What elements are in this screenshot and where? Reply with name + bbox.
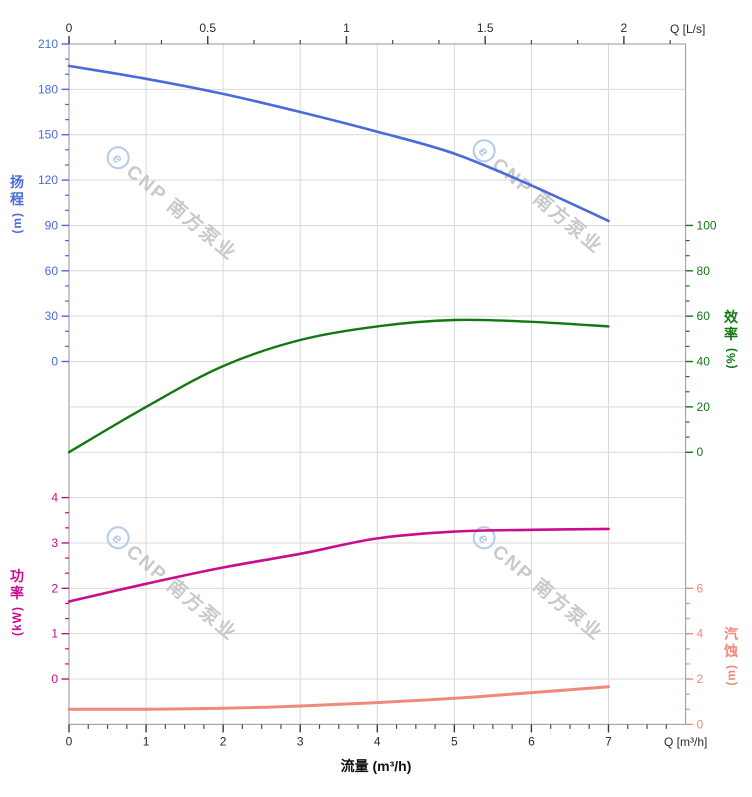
bottom-axis: 0 1 2 3 4 5 6 7	[66, 724, 667, 748]
eff-axis-tick-label: 0	[697, 445, 704, 459]
npsh-curve	[67, 685, 610, 711]
power-axis-unit: (kW)	[10, 605, 24, 636]
head-axis-tick-label: 60	[45, 264, 59, 278]
power-axis-tick-label: 1	[51, 627, 58, 641]
head-axis-tick-label: 120	[38, 173, 58, 187]
npsh-axis: 6 4 2 0	[685, 581, 704, 731]
power-axis-title: 功率 (kW)	[3, 542, 31, 662]
bottom-axis-tick-label: 6	[528, 734, 535, 748]
head-axis-tick-label: 180	[38, 82, 58, 96]
bottom-axis-tick-label: 3	[297, 734, 304, 748]
eff-axis-tick-label: 60	[697, 309, 711, 323]
top-axis-unit-label: Q [L/s]	[670, 22, 706, 36]
head-axis-unit: (m)	[10, 211, 24, 234]
eff-axis-tick-label: 80	[697, 264, 711, 278]
head-axis-tick-label: 150	[38, 128, 58, 142]
head-axis-tick-label: 210	[38, 37, 58, 51]
top-axis-tick-label: 0	[66, 21, 73, 35]
efficiency-curve	[67, 318, 610, 454]
top-axis-tick-label: 1	[343, 21, 350, 35]
top-axis-tick-label: 2	[621, 21, 628, 35]
head-axis-tick-label: 30	[45, 309, 59, 323]
gridlines	[69, 44, 686, 725]
eff-axis-tick-label: 20	[697, 400, 711, 414]
npsh-axis-unit: (m)	[724, 663, 738, 686]
power-axis-title-text: 功率	[10, 568, 24, 601]
eff-axis-tick-label: 40	[697, 355, 711, 369]
head-axis-tick-label: 0	[51, 355, 58, 369]
x-axis-title: 流量 (m³/h)	[340, 758, 412, 774]
power-curve	[67, 527, 610, 603]
top-axis-tick-label: 1.5	[477, 21, 494, 35]
efficiency-axis-title: 效率 (%)	[717, 279, 745, 399]
eff-axis-tick-label: 100	[697, 218, 717, 232]
head-curve	[67, 64, 610, 223]
head-axis: 210 180 150 120 90 60 30 0	[38, 37, 69, 369]
head-axis-tick-label: 90	[45, 218, 59, 232]
bottom-axis-tick-label: 1	[143, 734, 150, 748]
bottom-axis-unit-label: Q [m³/h]	[664, 735, 708, 749]
bottom-axis-tick-label: 7	[605, 734, 612, 748]
bottom-axis-tick-label: 4	[374, 734, 381, 748]
efficiency-axis-unit: (%)	[724, 346, 738, 369]
power-axis: 4 3 2 1 0	[51, 491, 69, 686]
bottom-axis-tick-label: 2	[220, 734, 227, 748]
bottom-axis-tick-label: 0	[66, 734, 73, 748]
npsh-axis-tick-label: 0	[697, 717, 704, 731]
head-axis-title-text: 扬程	[10, 174, 24, 208]
npsh-axis-title-text: 汽蚀	[724, 626, 738, 660]
top-axis: 0 0.5 1 1.5 2	[66, 21, 671, 44]
power-axis-tick-label: 0	[51, 672, 58, 686]
top-axis-tick-label: 0.5	[199, 21, 216, 35]
bottom-axis-tick-label: 5	[451, 734, 458, 748]
head-axis-title: 扬程 (m)	[3, 144, 31, 264]
npsh-axis-tick-label: 2	[697, 672, 704, 686]
npsh-axis-tick-label: 4	[697, 627, 704, 641]
power-axis-tick-label: 4	[51, 491, 58, 505]
eff-axis: 100 80 60 40 20 0	[685, 218, 717, 459]
efficiency-axis-title-text: 效率	[724, 309, 738, 343]
npsh-axis-tick-label: 6	[697, 581, 704, 595]
npsh-axis-title: 汽蚀 (m)	[717, 596, 745, 716]
power-axis-tick-label: 3	[51, 536, 58, 550]
power-axis-tick-label: 2	[51, 581, 58, 595]
